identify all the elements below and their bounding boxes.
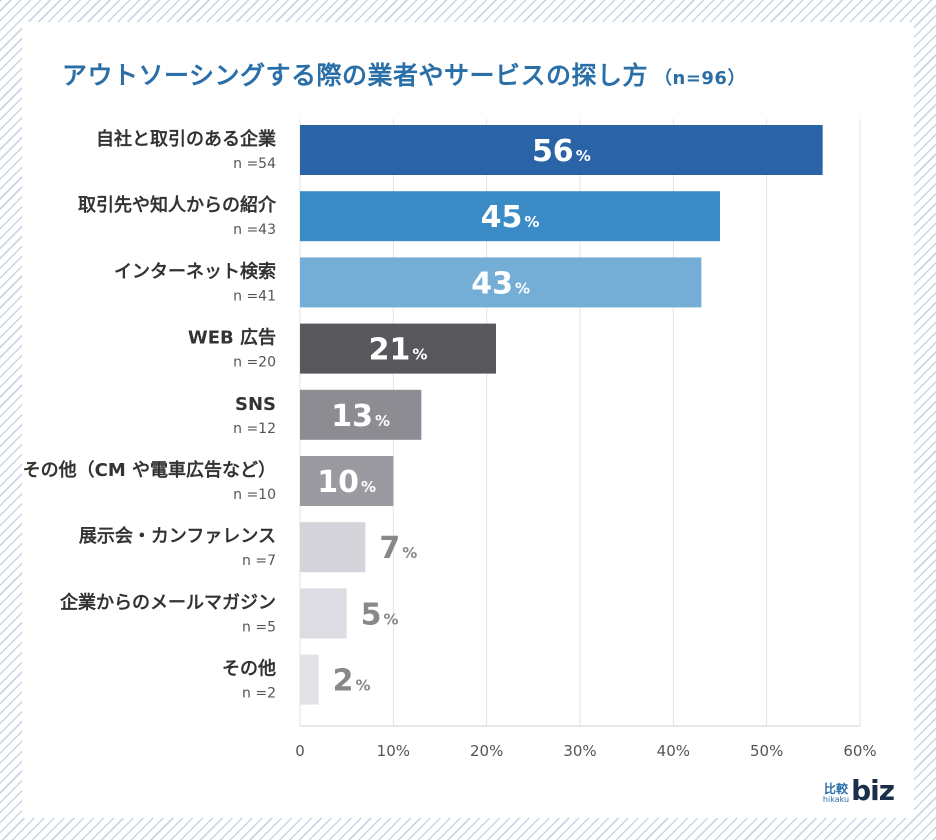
value-label: 56% bbox=[532, 134, 591, 169]
category-label: 展示会・カンファレンス bbox=[79, 525, 276, 547]
bar bbox=[300, 191, 720, 242]
x-tick-label: 60% bbox=[843, 742, 876, 760]
x-tick-label: 10% bbox=[377, 742, 410, 760]
value-label: 5% bbox=[361, 597, 399, 632]
category-label: その他（CM や電車広告など） bbox=[23, 459, 276, 481]
chart-panel: アウトソーシングする際の業者やサービスの探し方 （n=96） 0 10% 20% 30%… bbox=[22, 22, 914, 818]
hikaku-biz-logo: 比較 hikaku biz bbox=[823, 774, 895, 807]
count-label: n =7 bbox=[242, 553, 276, 569]
bar bbox=[300, 654, 319, 705]
bar-chart: 0 10% 20% 30% 40% 50% 60% 自社と取引のある企業 n =54 56 % 取引先… bbox=[23, 119, 877, 760]
value-unit: % bbox=[412, 346, 427, 364]
value-number: 45 bbox=[481, 200, 523, 235]
category-label: その他 bbox=[222, 658, 276, 680]
value-unit: % bbox=[402, 544, 417, 562]
count-label: n =12 bbox=[233, 421, 276, 437]
logo-jp-block: 比較 hikaku bbox=[823, 783, 849, 804]
bar bbox=[300, 588, 347, 639]
bar bbox=[300, 125, 823, 175]
count-label: n =41 bbox=[233, 288, 276, 304]
bar bbox=[300, 257, 702, 308]
logo-jp-text: 比較 bbox=[823, 782, 848, 796]
value-label: 2% bbox=[333, 664, 371, 699]
value-number: 10 bbox=[317, 465, 359, 500]
count-label: n =43 bbox=[233, 222, 276, 238]
bar bbox=[300, 323, 496, 374]
count-label: n =2 bbox=[242, 686, 276, 702]
category-label: インターネット検索 bbox=[114, 260, 276, 282]
x-tick-label: 50% bbox=[750, 742, 783, 760]
value-unit: % bbox=[576, 147, 591, 165]
x-tick-label: 20% bbox=[470, 742, 503, 760]
value-unit: % bbox=[375, 412, 390, 430]
value-unit: % bbox=[524, 213, 539, 231]
x-tick-label: 0 bbox=[295, 742, 305, 760]
bar bbox=[300, 389, 422, 440]
count-label: n =20 bbox=[233, 355, 276, 371]
value-label: 10% bbox=[317, 465, 376, 500]
bar bbox=[300, 522, 366, 573]
category-label: WEB 広告 bbox=[188, 327, 276, 349]
value-number: 56 bbox=[532, 134, 574, 169]
value-label: 45% bbox=[481, 200, 540, 235]
value-unit: % bbox=[356, 677, 371, 695]
value-number: 43 bbox=[471, 266, 513, 301]
count-label: n =54 bbox=[233, 156, 276, 172]
value-label: 7% bbox=[379, 531, 417, 566]
value-number: 5 bbox=[361, 597, 382, 632]
value-number: 13 bbox=[331, 399, 373, 434]
value-label: 43% bbox=[471, 266, 530, 301]
x-tick-label: 30% bbox=[563, 742, 596, 760]
category-label: 取引先や知人からの紹介 bbox=[78, 194, 277, 216]
bar bbox=[300, 456, 394, 506]
chart-title-main: アウトソーシングする際の業者やサービスの探し方 bbox=[62, 61, 649, 90]
value-label: 13% bbox=[331, 399, 390, 434]
logo-romaji-text: hikaku bbox=[822, 795, 850, 804]
value-label: 21% bbox=[369, 333, 428, 368]
value-unit: % bbox=[361, 478, 376, 496]
value-number: 7 bbox=[379, 531, 400, 566]
count-label: n =10 bbox=[233, 487, 276, 503]
count-label: n =5 bbox=[242, 619, 276, 635]
value-unit: % bbox=[515, 279, 530, 297]
category-label: 自社と取引のある企業 bbox=[96, 128, 277, 150]
value-unit: % bbox=[384, 610, 399, 628]
value-number: 2 bbox=[333, 664, 354, 699]
logo-biz-text: biz bbox=[851, 774, 895, 807]
category-label: SNS bbox=[235, 394, 276, 415]
chart-title: アウトソーシングする際の業者やサービスの探し方 （n=96） bbox=[62, 56, 746, 92]
chart-title-sample-size: （n=96） bbox=[654, 68, 746, 89]
value-number: 21 bbox=[369, 333, 411, 368]
x-tick-label: 40% bbox=[657, 742, 690, 760]
category-label: 企業からのメールマガジン bbox=[59, 591, 276, 613]
